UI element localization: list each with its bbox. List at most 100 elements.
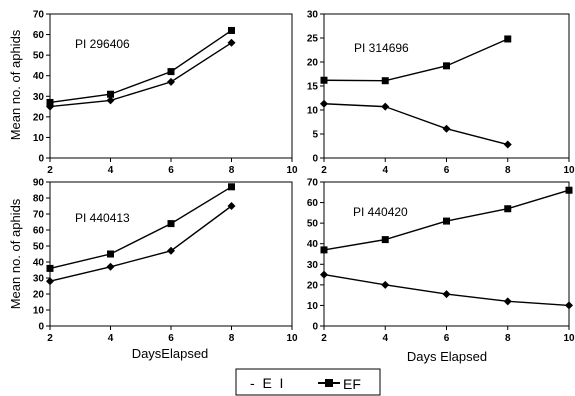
x-tick-label: 8 [505,333,511,344]
y-tick-label: 10 [307,301,319,312]
series-line-square [49,186,232,270]
x-tick-label: 2 [47,165,53,176]
data-point-diamond [442,124,451,133]
y-tick-label: 20 [307,58,319,69]
y-tick-label: 20 [33,112,45,123]
data-point-square [381,236,389,244]
y-tick-label: 70 [307,178,319,189]
panel-title: PI 314696 [354,41,409,55]
y-tick-label: 0 [38,322,44,333]
panel-2: 0 5 10 15 20 25 30 2 4 6 8 10 PI 314696 [307,10,575,177]
y-tick-label: 5 [312,130,318,141]
data-point-diamond [46,277,54,286]
series-line-diamond [323,273,570,307]
y-tick-label: 0 [312,322,318,333]
y-tick-label: 30 [33,92,45,103]
series-line-square [49,29,232,104]
y-tick-label: 70 [33,10,45,21]
y-tick-label: 50 [33,51,45,62]
legend-label-ei: - E I [250,375,283,391]
y-tick-label: 70 [33,210,45,221]
y-tick-label: 40 [307,239,319,250]
data-point-square [320,76,328,84]
data-point-square [107,250,114,258]
x-tick-label: 10 [286,165,298,176]
data-point-diamond [503,297,512,306]
x-tick-label: 10 [563,333,575,344]
y-tick-label: 30 [307,260,319,271]
y-tick-label: 20 [307,280,319,291]
panel-3: 0 10 20 30 40 50 60 70 80 90 2 4 6 8 10 PI 440413 [33,178,298,345]
data-point-square [46,264,54,272]
x-tick-label: 10 [563,165,575,176]
x-tick-label: 6 [168,333,174,344]
series-line-square [323,38,509,82]
y-tick-label: 50 [33,242,45,253]
panel-4: 0 10 20 30 40 50 60 70 2 4 6 8 10 PI 440420 [307,178,575,345]
data-point-diamond [381,102,390,111]
x-tick-label: 8 [229,165,235,176]
data-point-square [167,68,175,76]
x-tick-label: 8 [505,165,511,176]
data-point-diamond [381,280,390,289]
x-tick-label: 2 [321,333,327,344]
y-tick-label: 30 [307,10,319,21]
legend: - E I EF [235,368,381,396]
data-point-diamond [442,290,451,299]
data-point-diamond [565,301,573,310]
legend-marker-ef [325,379,333,387]
y-tick-label: 60 [33,30,45,41]
data-point-diamond [167,77,175,86]
x-tick-label: 8 [229,333,235,344]
y-tick-label: 60 [33,226,45,237]
legend-box [235,368,381,396]
x-tick-label: 4 [108,165,114,176]
panel-title: PI 296406 [75,37,130,51]
data-point-square [320,246,328,254]
x-tick-label: 4 [108,333,114,344]
y-tick-label: 30 [33,274,45,285]
data-point-square [504,205,512,213]
x-axis-label-right: Days Elapsed [407,349,487,364]
x-tick-label: 4 [382,333,388,344]
data-point-square [228,26,235,34]
data-point-square [167,220,175,228]
y-tick-label: 0 [38,154,44,165]
legend-label-ef: EF [343,376,361,392]
y-tick-label: 25 [307,34,319,45]
x-axis-label-left: DaysElapsed [132,346,209,361]
plot-frame [323,181,570,327]
data-point-square [107,90,114,98]
data-point-square [443,217,450,225]
x-tick-label: 2 [47,333,53,344]
y-tick-label: 20 [33,290,45,301]
x-tick-label: 6 [168,165,174,176]
data-point-diamond [106,262,115,271]
y-tick-label: 60 [307,198,319,209]
data-point-diamond [106,96,115,105]
panel-title: PI 440413 [75,211,130,225]
y-tick-label: 50 [307,219,319,230]
data-point-square [228,183,235,191]
data-point-diamond [320,99,328,108]
panel-1: 0 10 20 30 40 50 60 70 2 4 6 8 10 PI 296406 [33,10,298,177]
data-point-square [504,35,512,43]
plot-frame [49,13,293,159]
series-line-diamond [323,103,508,146]
y-tick-label: 15 [307,82,319,93]
y-tick-label: 10 [307,106,319,117]
data-point-diamond [320,270,328,279]
y-tick-label: 40 [33,71,45,82]
data-point-square [381,77,389,85]
panel-title: PI 440420 [353,205,408,219]
data-point-square [565,186,573,194]
y-tick-label: 80 [33,194,45,205]
data-point-square [46,98,54,106]
x-tick-label: 6 [444,165,450,176]
y-axis-label-bottom: Mean no. of aphids [8,198,23,309]
data-point-diamond [167,246,175,255]
data-point-square [443,62,450,70]
x-tick-label: 10 [286,333,298,344]
data-point-diamond [227,202,236,210]
